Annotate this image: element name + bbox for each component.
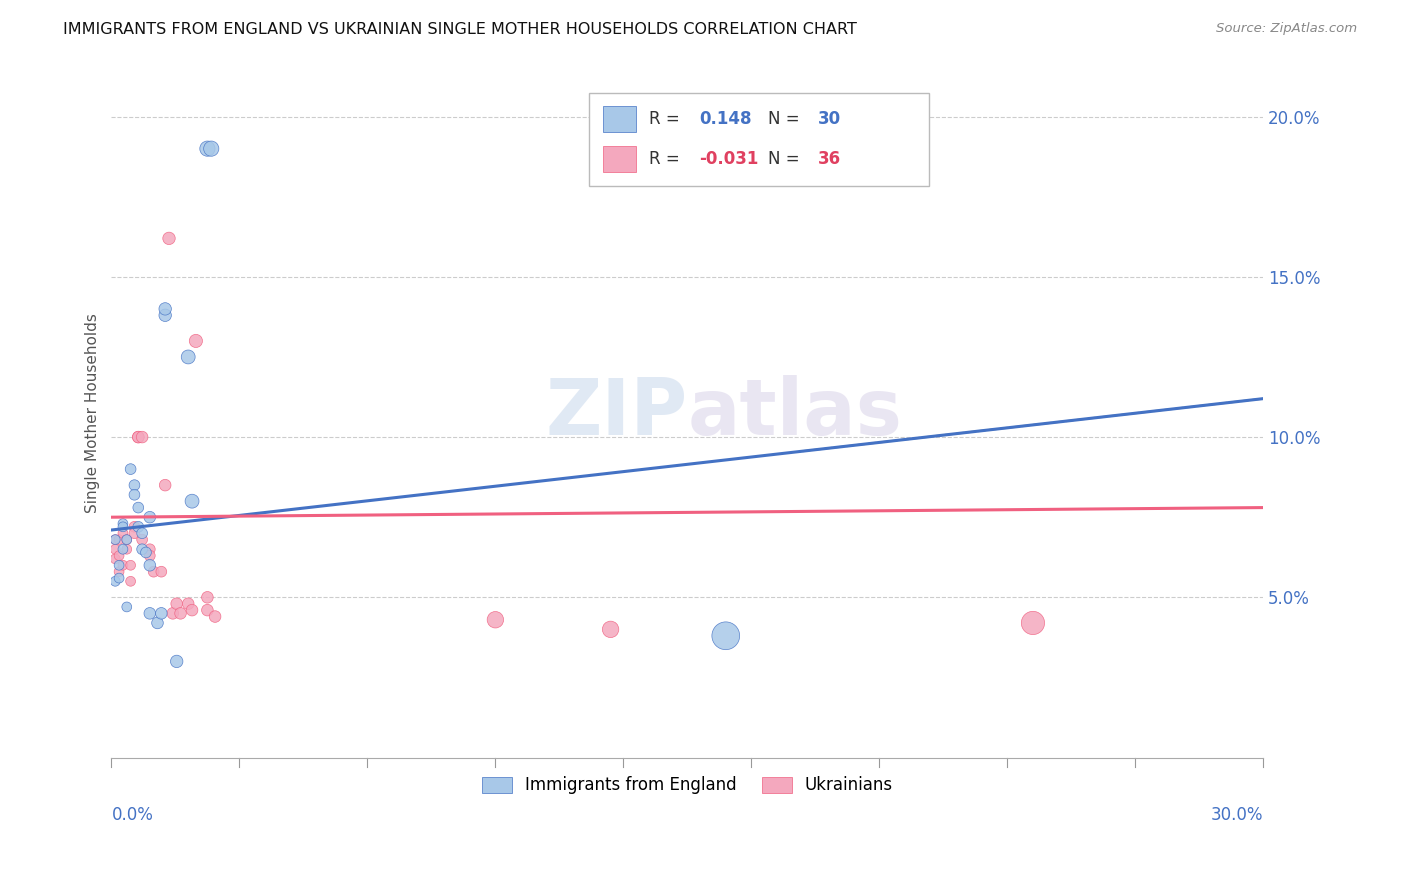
Text: 30.0%: 30.0%: [1211, 805, 1264, 823]
Point: [153, 301, 176, 316]
Point: [181, 494, 204, 508]
Point: [162, 607, 184, 621]
Point: [181, 603, 204, 617]
Point: [127, 520, 149, 534]
Point: [111, 516, 134, 531]
Text: 30: 30: [817, 110, 841, 128]
Point: [166, 654, 188, 668]
Point: [131, 533, 153, 547]
Point: [127, 430, 149, 444]
Point: [197, 591, 219, 605]
Text: atlas: atlas: [688, 375, 903, 451]
Point: [120, 574, 142, 589]
Point: [115, 533, 138, 547]
Point: [169, 607, 191, 621]
Point: [153, 308, 176, 322]
Point: [139, 549, 162, 563]
FancyBboxPatch shape: [589, 93, 929, 186]
Point: [115, 542, 138, 557]
Point: [108, 558, 131, 573]
Point: [104, 533, 127, 547]
Point: [150, 565, 173, 579]
Point: [127, 500, 149, 515]
FancyBboxPatch shape: [603, 145, 636, 172]
Point: [131, 526, 153, 541]
Point: [184, 334, 207, 348]
Point: [139, 558, 162, 573]
Point: [127, 430, 149, 444]
Point: [177, 597, 200, 611]
Point: [139, 510, 162, 524]
Point: [108, 533, 131, 547]
Text: 36: 36: [817, 150, 841, 168]
Point: [157, 231, 180, 245]
Point: [124, 478, 146, 492]
Point: [131, 430, 153, 444]
Point: [108, 549, 131, 563]
Point: [150, 607, 173, 621]
Point: [104, 574, 127, 589]
Point: [111, 558, 134, 573]
Y-axis label: Single Mother Households: Single Mother Households: [86, 313, 100, 513]
FancyBboxPatch shape: [603, 106, 636, 132]
Point: [124, 520, 146, 534]
Point: [108, 571, 131, 585]
Point: [146, 615, 169, 630]
Point: [599, 623, 621, 637]
Legend: Immigrants from England, Ukrainians: Immigrants from England, Ukrainians: [475, 770, 900, 801]
Point: [120, 462, 142, 476]
Text: IMMIGRANTS FROM ENGLAND VS UKRAINIAN SINGLE MOTHER HOUSEHOLDS CORRELATION CHART: IMMIGRANTS FROM ENGLAND VS UKRAINIAN SIN…: [63, 22, 858, 37]
Point: [135, 545, 157, 559]
Point: [111, 526, 134, 541]
Point: [177, 350, 200, 364]
Point: [111, 542, 134, 557]
Point: [108, 565, 131, 579]
Point: [166, 597, 188, 611]
Text: R =: R =: [650, 110, 685, 128]
Text: Source: ZipAtlas.com: Source: ZipAtlas.com: [1216, 22, 1357, 36]
Point: [484, 613, 506, 627]
Point: [131, 542, 153, 557]
Text: ZIP: ZIP: [546, 375, 688, 451]
Text: 0.0%: 0.0%: [111, 805, 153, 823]
Point: [1022, 615, 1045, 630]
Point: [197, 142, 219, 156]
Point: [111, 520, 134, 534]
Point: [124, 488, 146, 502]
Point: [142, 565, 165, 579]
Point: [124, 526, 146, 541]
Text: R =: R =: [650, 150, 685, 168]
Point: [204, 609, 226, 624]
Point: [197, 603, 219, 617]
Point: [139, 607, 162, 621]
Point: [115, 533, 138, 547]
Point: [115, 599, 138, 614]
Point: [104, 542, 127, 557]
Text: -0.031: -0.031: [699, 150, 758, 168]
Text: N =: N =: [768, 150, 804, 168]
Point: [714, 629, 737, 643]
Point: [120, 558, 142, 573]
Point: [200, 142, 222, 156]
Point: [104, 533, 127, 547]
Point: [153, 478, 176, 492]
Text: N =: N =: [768, 110, 804, 128]
Point: [104, 552, 127, 566]
Text: 0.148: 0.148: [699, 110, 751, 128]
Point: [139, 542, 162, 557]
